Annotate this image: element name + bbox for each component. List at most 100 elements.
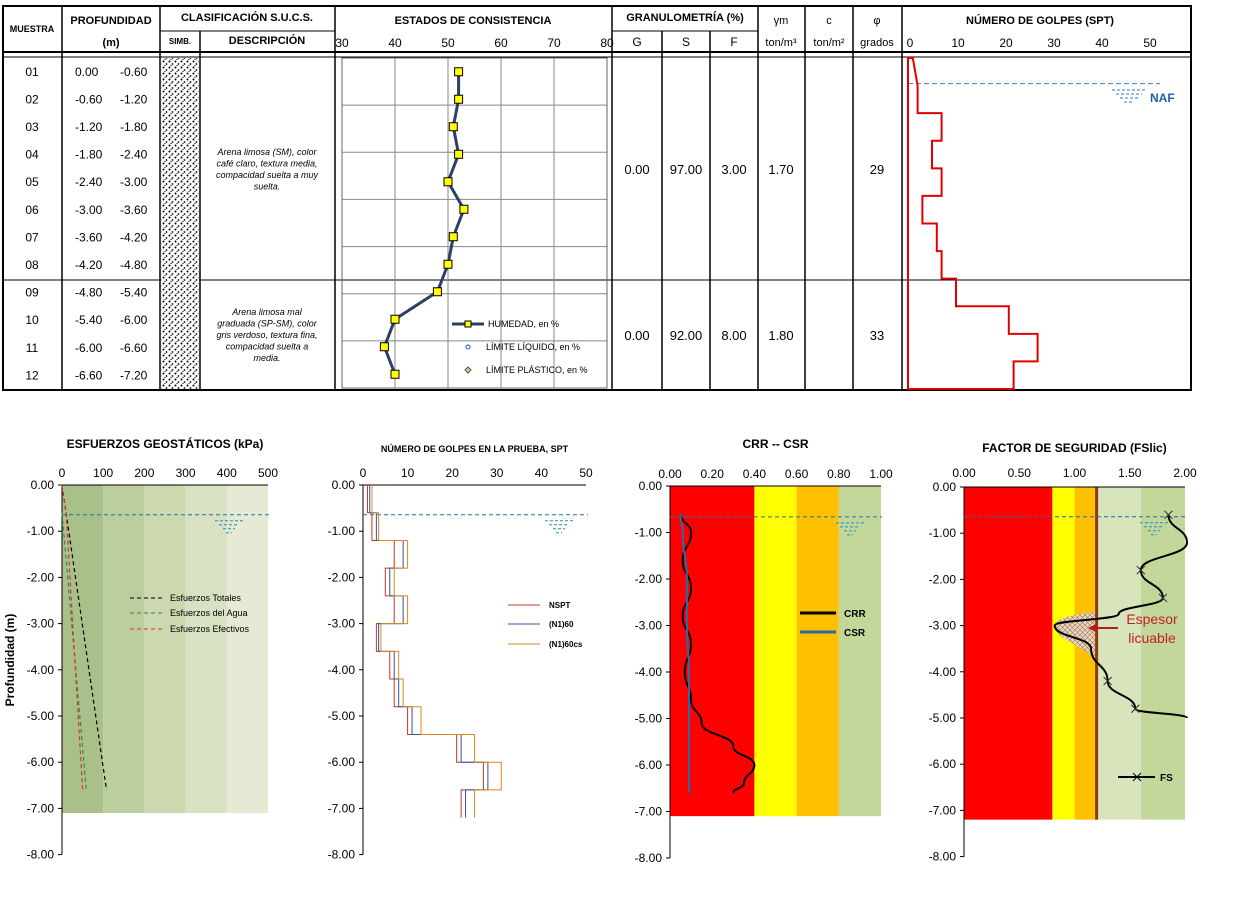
fs-point-marker — [1103, 676, 1113, 686]
x-tick-label: 0.00 — [658, 467, 682, 481]
gravel-percent: 0.00 — [624, 328, 649, 343]
sand-percent: 97.00 — [670, 162, 703, 177]
column-rules — [61, 6, 903, 390]
fs-line — [1053, 514, 1189, 719]
sample-depth-to: -4.20 — [120, 230, 148, 244]
sample-depth-to: -6.60 — [120, 341, 148, 355]
liquefiable-zone — [1054, 611, 1097, 661]
fines-percent: 3.00 — [721, 162, 746, 177]
sample-depth-to: -6.00 — [120, 313, 148, 327]
x-tick-label: 20 — [446, 466, 460, 480]
y-tick-label: 0.00 — [31, 478, 55, 492]
y-tick-label: -2.00 — [328, 570, 356, 584]
friction-angle: 33 — [870, 328, 884, 343]
spt-axis-ticks: 0 10 20 30 40 50 — [907, 36, 1157, 50]
y-tick-label: -4.00 — [328, 663, 356, 677]
humedad-point — [459, 204, 469, 214]
esfuerzos-chart: ESFUERZOS GEOSTÁTICOS (kPa) 0 100 200 300 400… — [3, 436, 278, 862]
x-tick-label: 0.20 — [701, 467, 725, 481]
criterion-band — [838, 486, 881, 817]
sample-id: 12 — [25, 368, 39, 382]
legend-label: Esfuerzos Totales — [170, 593, 241, 603]
y-tick-label: -6.00 — [27, 755, 55, 769]
y-tick-label: -4.00 — [27, 663, 55, 677]
unit-weight: 1.70 — [768, 162, 793, 177]
sample-depth-from: -4.20 — [75, 258, 103, 272]
header-descripcion: DESCRIPCIÓN — [229, 34, 305, 47]
borehole-log-table: MUESTRA PROFUNDIDAD (m) CLASIFICACIÓN S.… — [2, 5, 1192, 391]
stratum-description-line: Arena limosa (SM), color — [216, 147, 317, 157]
spt-tick-label: 30 — [1047, 36, 1061, 50]
humedad-point — [448, 232, 458, 242]
annotation-label: licuable — [1128, 630, 1176, 646]
spt-tick-label: 0 — [907, 36, 914, 50]
humedad-point — [390, 369, 400, 379]
y-tick-label: -5.00 — [929, 711, 957, 725]
stress-series-line — [61, 512, 87, 790]
x-tick-label: 10 — [401, 466, 415, 480]
consistency-plot-area — [341, 57, 608, 389]
stress-background-band — [62, 485, 104, 814]
x-tick-label: 2.00 — [1173, 466, 1197, 480]
sample-depth-from: -4.80 — [75, 286, 103, 300]
spt-log-chart: NAF — [907, 57, 1175, 390]
stress-background-band — [185, 485, 227, 814]
y-tick-label: -1.00 — [635, 526, 663, 540]
y-tick-label: -7.00 — [27, 801, 55, 815]
sample-depth-from: -6.60 — [75, 368, 103, 382]
criterion-band — [670, 486, 755, 817]
legend-liquido-label: LÍMITE LÍQUIDO, en % — [486, 342, 580, 352]
sample-id: 11 — [26, 341, 39, 355]
stress-background-band — [144, 485, 186, 814]
consistency-tick-label: 30 — [335, 36, 349, 50]
header-spt: NÚMERO DE GOLPES (SPT) — [966, 14, 1114, 27]
sample-depth-from: -5.40 — [75, 313, 103, 327]
x-tick-label: 0.60 — [785, 467, 809, 481]
factor-seguridad-chart: FACTOR DE SEGURIDAD (FSlic) 0.00 0.50 1.00 1… — [929, 441, 1197, 864]
y-tick-label: -6.00 — [635, 758, 663, 772]
legend-marker — [1132, 772, 1142, 782]
y-tick-label: -5.00 — [635, 712, 663, 726]
humedad-point — [454, 67, 464, 77]
y-tick-label: -3.00 — [328, 617, 356, 631]
sample-depth-to: -5.40 — [120, 286, 148, 300]
header-f: F — [730, 35, 737, 49]
y-tick-label: -4.00 — [635, 665, 663, 679]
chart-title: CRR -- CSR — [743, 437, 809, 451]
header-g: G — [632, 35, 641, 49]
criterion-band — [1074, 487, 1097, 820]
x-tick-label: 0.80 — [827, 467, 851, 481]
sample-id: 06 — [25, 203, 39, 217]
y-axis-label: Profundidad (m) — [3, 614, 17, 707]
sample-id: 02 — [25, 92, 39, 106]
crr-line — [679, 513, 756, 794]
x-tick-label: 50 — [579, 466, 593, 480]
sample-id: 05 — [25, 175, 39, 189]
sample-depth-from: -1.80 — [75, 148, 103, 162]
header-gamma-unit: ton/m³ — [765, 37, 797, 49]
consistency-tick-label: 40 — [388, 36, 402, 50]
stratum-description-line: suelta. — [254, 181, 281, 191]
sample-depth-from: -3.60 — [75, 230, 103, 244]
header-phi: φ — [873, 15, 880, 27]
fines-percent: 8.00 — [721, 328, 746, 343]
legend-label: Esfuerzos del Agua — [170, 608, 248, 618]
friction-angle: 29 — [870, 162, 884, 177]
sample-depth-to: -4.80 — [120, 258, 148, 272]
annotation-arrow-head — [1088, 623, 1098, 633]
criterion-band — [754, 486, 797, 817]
y-tick-label: -3.00 — [635, 619, 663, 633]
humedad-point — [448, 122, 458, 132]
x-tick-label: 0 — [59, 466, 66, 480]
water-table-icon — [836, 522, 864, 536]
sample-depth-to: -1.80 — [120, 120, 148, 134]
y-tick-label: -8.00 — [27, 848, 55, 862]
humedad-line — [382, 71, 466, 375]
spt-tick-label: 10 — [951, 36, 965, 50]
legend-label: (N1)60 — [549, 620, 574, 629]
y-tick-label: -7.00 — [328, 801, 356, 815]
legend-label: NSPT — [549, 601, 570, 610]
header-c-unit: ton/m² — [813, 37, 845, 49]
